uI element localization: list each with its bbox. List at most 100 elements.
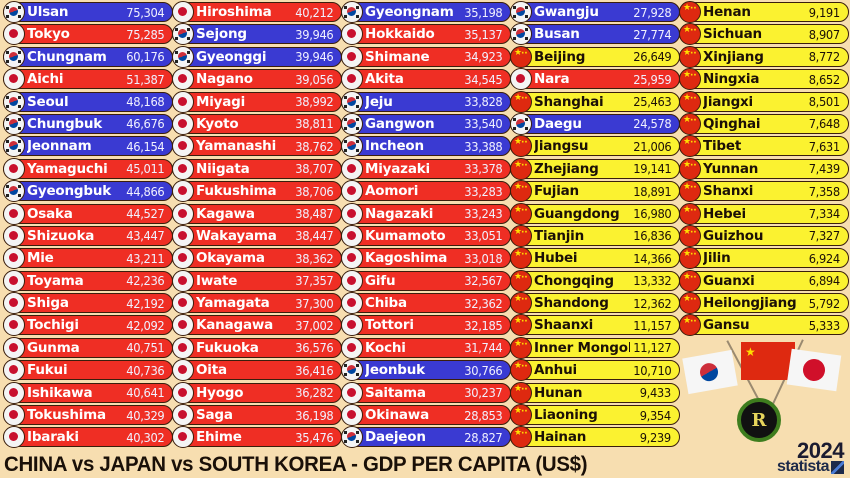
region-row: Hyogo 36,282: [172, 381, 342, 404]
gdp-value: 36,416: [294, 362, 333, 378]
region-row: Hubei 14,366: [510, 247, 680, 270]
region-row: Gansu 5,333: [679, 314, 849, 337]
japan-flag-icon: [341, 381, 363, 404]
region-row: Niigata 38,707: [172, 157, 342, 180]
gdp-value: 40,212: [294, 4, 333, 20]
gdp-value: 7,631: [808, 138, 840, 154]
gdp-value: 44,527: [125, 206, 164, 222]
china-flag-icon: [510, 426, 532, 449]
region-name: Fukui: [27, 362, 68, 379]
gdp-value: 75,304: [125, 4, 164, 20]
japan-flag-icon: [3, 157, 25, 180]
region-name: Yamanashi: [196, 138, 277, 155]
gdp-value: 35,137: [463, 26, 502, 42]
japan-flag-icon: [3, 336, 25, 359]
region-name: Hubei: [534, 250, 578, 267]
region-name: Miyazaki: [365, 160, 430, 177]
japan-flag-icon: [172, 180, 194, 203]
region-row: Yamagata 37,300: [172, 292, 342, 315]
region-row: Gyeongnam 35,198: [341, 1, 511, 23]
region-row: Heilongjiang 5,792: [679, 292, 849, 315]
region-row: Tibet 7,631: [679, 135, 849, 158]
gdp-value: 37,300: [294, 295, 333, 311]
south-korea-flag-icon: [510, 1, 532, 23]
country-flags-emblem: ★: [682, 339, 850, 413]
region-row: Xinjiang 8,772: [679, 45, 849, 68]
region-name: Tochigi: [27, 317, 79, 334]
south-korea-flag-icon: [341, 135, 363, 158]
gdp-value: 6,894: [808, 273, 840, 289]
gdp-value: 45,011: [125, 161, 164, 177]
gdp-value: 8,501: [808, 94, 840, 110]
south-korea-flag-icon: [341, 112, 363, 135]
japan-flag-icon: [172, 426, 194, 449]
region-row: Sichuan 8,907: [679, 23, 849, 46]
china-flag-icon: [679, 90, 701, 113]
japan-flag-icon: [3, 314, 25, 337]
japan-flag-icon: [341, 247, 363, 270]
year-label: 2024: [797, 438, 844, 463]
region-name: Jeonbuk: [365, 362, 425, 379]
chart-title: CHINA vs JAPAN vs SOUTH KOREA - GDP PER …: [4, 452, 588, 476]
china-flag-icon: [679, 23, 701, 46]
region-name: Chungnam: [27, 48, 107, 65]
region-name: Saitama: [365, 384, 426, 401]
south-korea-flag-icon: [172, 23, 194, 46]
region-row: Mie 43,211: [3, 247, 173, 270]
region-row: Aomori 33,283: [341, 180, 511, 203]
region-row: Shimane 34,923: [341, 45, 511, 68]
gdp-value: 38,762: [294, 138, 333, 154]
gdp-value: 36,198: [294, 407, 333, 423]
region-name: Aichi: [27, 71, 64, 88]
region-row: Anhui 10,710: [510, 359, 680, 382]
china-flag-icon: [679, 112, 701, 135]
china-flag-icon: [679, 180, 701, 203]
japan-flag-icon: [172, 292, 194, 315]
region-name: Ibaraki: [27, 429, 79, 446]
south-korea-flag-icon: [510, 112, 532, 135]
gdp-value: 38,706: [294, 183, 333, 199]
gdp-value: 33,243: [463, 206, 502, 222]
gdp-value: 40,736: [125, 362, 164, 378]
region-name: Zhejiang: [534, 160, 599, 177]
ranking-board: Ulsan 75,304 Tokyo 75,285 Chungnam 60,176 Aich…: [0, 0, 850, 450]
china-flag-icon: [510, 45, 532, 68]
gdp-value: 32,362: [463, 295, 502, 311]
region-row: Oita 36,416: [172, 359, 342, 382]
china-flag-icon: [679, 45, 701, 68]
south-korea-flag-icon: [3, 45, 25, 68]
gdp-value: 9,354: [639, 407, 671, 423]
ranking-column-1: Ulsan 75,304 Tokyo 75,285 Chungnam 60,176 Aich…: [3, 1, 173, 450]
region-name: Niigata: [196, 160, 250, 177]
region-row: Kumamoto 33,051: [341, 224, 511, 247]
region-row: Nagano 39,056: [172, 68, 342, 91]
source-label: statista: [776, 458, 830, 475]
region-name: Anhui: [534, 362, 577, 379]
gdp-value: 44,866: [125, 183, 164, 199]
region-name: Yamaguchi: [27, 160, 108, 177]
region-row: Guangdong 16,980: [510, 202, 680, 225]
region-name: Guizhou: [703, 227, 764, 244]
china-flag-icon: [679, 135, 701, 158]
region-name: Kanagawa: [196, 317, 274, 334]
region-name: Chungbuk: [27, 115, 103, 132]
ranking-column-5: Henan 9,191 Sichuan 8,907 Xinjiang 8,772 Ningx…: [679, 1, 849, 338]
region-name: Guangdong: [534, 205, 620, 222]
region-row: Fukushima 38,706: [172, 180, 342, 203]
statista-logo-icon: [831, 460, 844, 474]
region-row: Ibaraki 40,302: [3, 426, 173, 449]
region-name: Tokyo: [27, 26, 70, 43]
south-korea-flag-icon: [341, 359, 363, 382]
region-row: Yamanashi 38,762: [172, 135, 342, 158]
japan-flag-icon: [172, 381, 194, 404]
region-row: Iwate 37,357: [172, 269, 342, 292]
gdp-value: 16,980: [632, 206, 671, 222]
region-name: Shandong: [534, 295, 609, 312]
region-row: Guanxi 6,894: [679, 269, 849, 292]
region-name: Jilin: [703, 250, 731, 267]
gdp-value: 12,362: [632, 295, 671, 311]
region-name: Kagoshima: [365, 250, 448, 267]
region-name: Okayama: [196, 250, 265, 267]
japan-flag-icon: [3, 247, 25, 270]
gdp-value: 25,959: [632, 71, 671, 87]
